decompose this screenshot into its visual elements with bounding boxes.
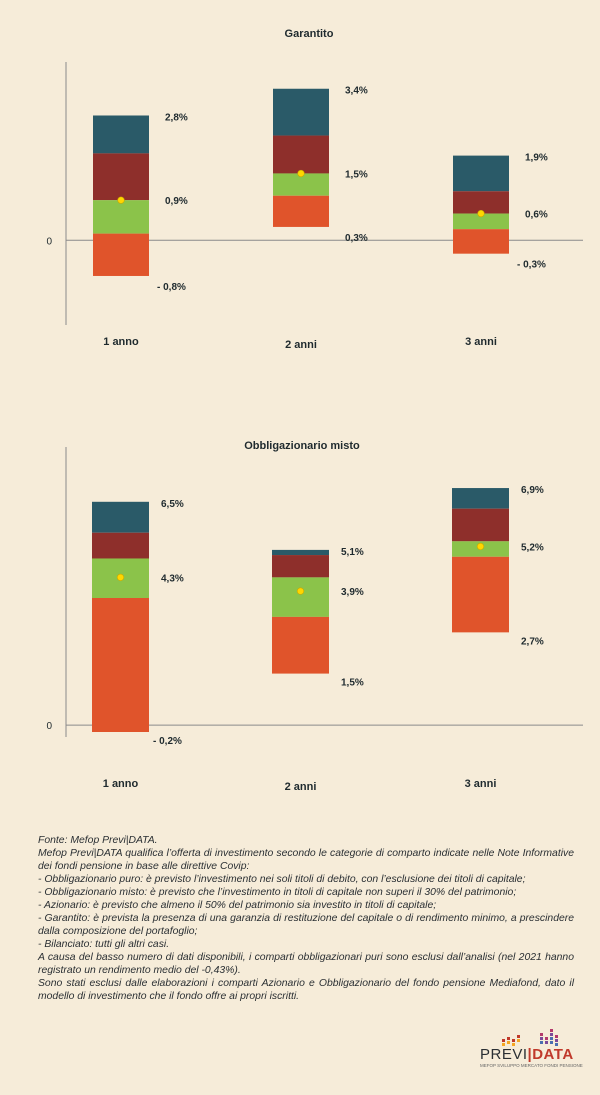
- zero-tick-label: 0: [46, 236, 52, 247]
- bar-segment-low: [92, 598, 149, 732]
- bar-segment-upper: [92, 532, 149, 559]
- max-value-label: 3,4%: [345, 86, 368, 97]
- bar-segment-low: [93, 233, 149, 276]
- min-value-label: 0,3%: [345, 233, 368, 244]
- chart-obbligazionario-misto: Obbligazionario misto 0 6,5% 4,3% - 0,2% 1 an…: [0, 425, 600, 815]
- median-dot: [476, 542, 485, 551]
- chart-title: Obbligazionario misto: [244, 440, 360, 452]
- logo-word-right: DATA: [532, 1046, 574, 1063]
- median-value-label: 4,3%: [161, 573, 184, 584]
- notes-line: - Obbligazionario misto: è previsto che …: [38, 887, 517, 898]
- category-label: 2 anni: [285, 339, 317, 351]
- bar-segment-top: [93, 115, 149, 154]
- chart-garantito: Garantito 0 2,8% 0,9% - 0,8% 1 anno 3,4% 1,5% 0,…: [0, 0, 600, 380]
- median-dot: [116, 573, 125, 581]
- max-value-label: 1,9%: [525, 153, 548, 164]
- previdata-logo: PREVI|DATA MEFOP SVILUPPO MERCATO FONDI …: [478, 1025, 583, 1075]
- notes-source: Fonte: Mefop Previ|DATA.: [38, 835, 158, 846]
- chart-title: Garantito: [285, 28, 334, 40]
- category-label: 1 anno: [103, 336, 139, 348]
- notes-line: - Obbligazionario puro: è previsto l’inv…: [38, 874, 526, 885]
- max-value-label: 6,9%: [521, 485, 544, 496]
- category-label: 3 anni: [465, 336, 497, 348]
- min-value-label: - 0,8%: [157, 282, 186, 293]
- zero-tick-label: 0: [46, 721, 52, 732]
- bar-segment-top: [453, 155, 509, 192]
- logo-tagline: MEFOP SVILUPPO MERCATO FONDI PENSIONE: [480, 1063, 583, 1068]
- bar-segment-low: [272, 616, 329, 674]
- notes-line: Sono stati esclusi dalle elaborazioni i …: [38, 978, 574, 1002]
- median-value-label: 5,2%: [521, 542, 544, 553]
- notes-line: - Bilanciato: tutti gli altri casi.: [38, 939, 170, 950]
- bar-segment-top: [92, 501, 149, 533]
- median-dot: [297, 169, 305, 178]
- obbligazionario-misto-chart-svg: Obbligazionario misto 0 6,5% 4,3% - 0,2% 1 an…: [46, 440, 583, 793]
- category-label: 2 anni: [285, 781, 317, 793]
- bar-segment-low: [453, 229, 509, 254]
- max-value-label: 5,1%: [341, 547, 364, 558]
- bar-segment-middle: [93, 200, 149, 234]
- category-label: 3 anni: [465, 778, 497, 790]
- bar-segment-middle: [272, 577, 329, 617]
- bar-segment-upper: [273, 135, 329, 174]
- bar-segment-upper: [93, 153, 149, 201]
- median-value-label: 0,9%: [165, 196, 188, 207]
- notes-block: Fonte: Mefop Previ|DATA. Mefop Previ|DAT…: [38, 834, 574, 1003]
- median-value-label: 0,6%: [525, 210, 548, 221]
- median-value-label: 3,9%: [341, 587, 364, 598]
- bar-segment-low: [452, 556, 509, 633]
- min-value-label: - 0,3%: [517, 260, 546, 271]
- bar-segment-middle: [273, 173, 329, 196]
- max-value-label: 2,8%: [165, 112, 188, 123]
- bar-segment-top: [273, 88, 329, 136]
- bar-segment-top: [272, 549, 329, 556]
- median-value-label: 1,5%: [345, 169, 368, 180]
- max-value-label: 6,5%: [161, 499, 184, 510]
- logo-dots-icon: [502, 1029, 558, 1046]
- bar-segment-low: [273, 195, 329, 227]
- logo-word-left: PREVI: [480, 1046, 528, 1063]
- min-value-label: 1,5%: [341, 678, 364, 689]
- median-dot: [117, 196, 125, 204]
- bar-segment-top: [452, 488, 509, 509]
- median-dot: [296, 587, 305, 595]
- notes-line: - Garantito: è prevista la presenza di u…: [38, 913, 574, 937]
- bar-segment-upper: [452, 508, 509, 542]
- logo-wordmark: PREVI|DATA: [480, 1046, 574, 1063]
- category-label: 1 anno: [103, 778, 139, 790]
- bar-segment-upper: [453, 191, 509, 214]
- notes-line: A causa del basso numero di dati disponi…: [38, 952, 574, 976]
- min-value-label: - 0,2%: [153, 736, 182, 747]
- logo-word-bar: |: [527, 1046, 533, 1063]
- median-dot: [477, 209, 485, 218]
- notes-line: - Azionario: è previsto che almeno il 50…: [38, 900, 437, 911]
- notes-line: Mefop Previ|DATA qualifica l’offerta di …: [38, 848, 574, 872]
- min-value-label: 2,7%: [521, 636, 544, 647]
- bar-segment-middle: [453, 213, 509, 230]
- garantito-chart-svg: Garantito 0 2,8% 0,9% - 0,8% 1 anno 3,4% 1,5% 0,…: [46, 28, 583, 351]
- bar-segment-upper: [272, 555, 329, 578]
